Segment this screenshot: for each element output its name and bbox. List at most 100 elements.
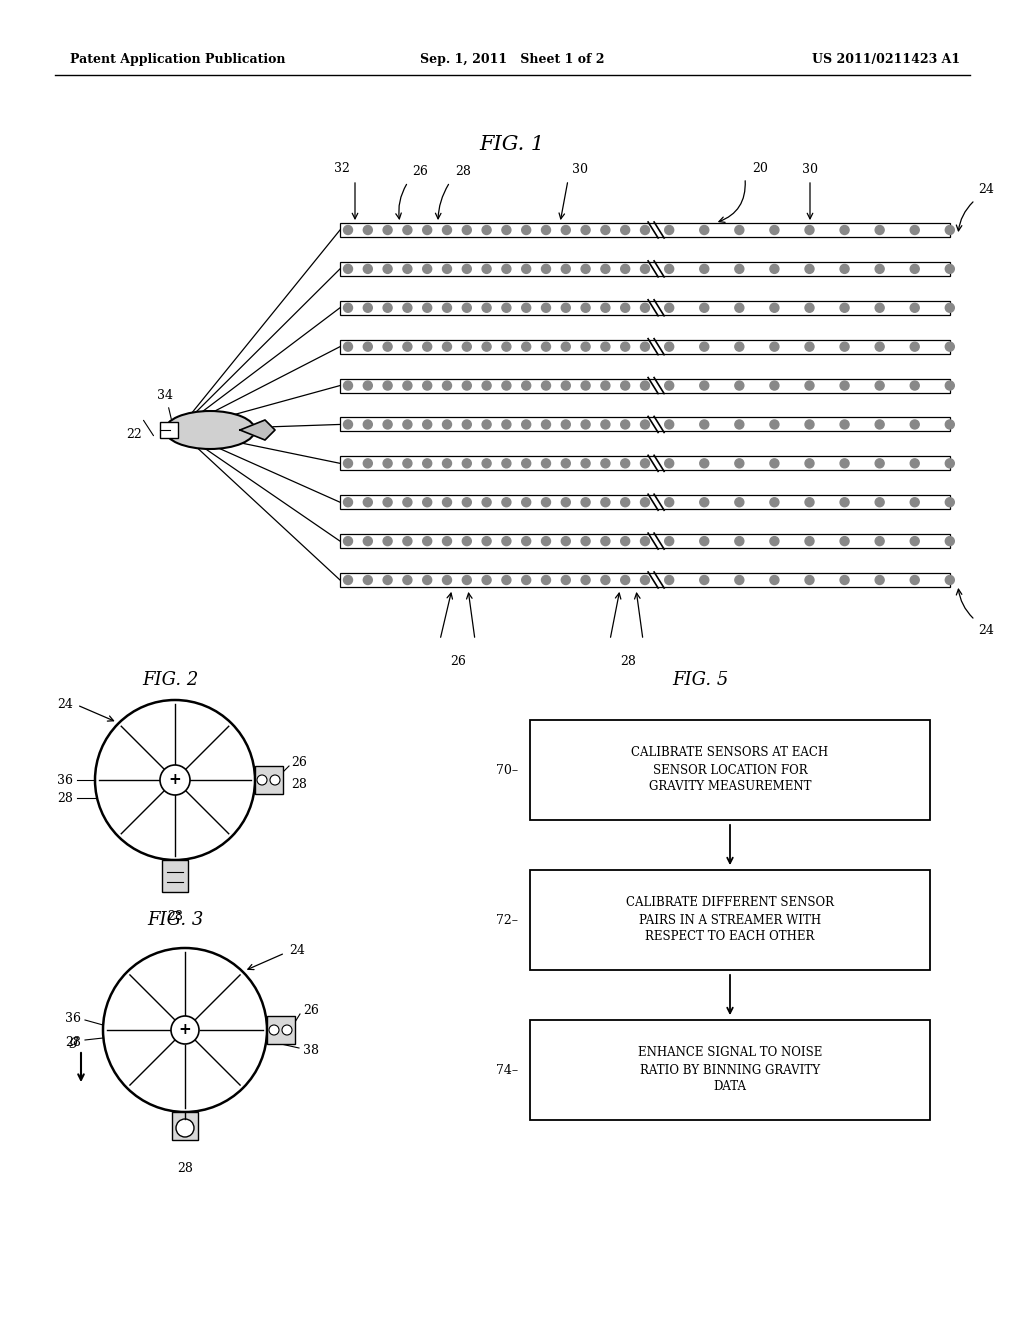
Circle shape [462,226,471,235]
Circle shape [343,537,352,545]
Circle shape [601,304,610,313]
Circle shape [402,381,412,389]
Circle shape [805,226,814,235]
Circle shape [840,576,849,585]
Circle shape [171,1016,199,1044]
Circle shape [770,264,779,273]
Circle shape [364,498,373,507]
Circle shape [442,459,452,467]
Circle shape [383,381,392,389]
Circle shape [364,576,373,585]
Circle shape [502,537,511,545]
Text: CALIBRATE SENSORS AT EACH
SENSOR LOCATION FOR
GRAVITY MEASUREMENT: CALIBRATE SENSORS AT EACH SENSOR LOCATIO… [632,747,828,793]
Circle shape [770,381,779,389]
Circle shape [735,264,743,273]
Circle shape [735,304,743,313]
Circle shape [542,576,551,585]
Polygon shape [240,420,275,440]
Circle shape [343,264,352,273]
Circle shape [840,459,849,467]
Circle shape [601,459,610,467]
Circle shape [601,420,610,429]
Circle shape [735,459,743,467]
Bar [530,870,930,970]
Circle shape [502,498,511,507]
Text: 72–: 72– [496,913,518,927]
Circle shape [561,304,570,313]
Circle shape [805,576,814,585]
Text: 32: 32 [334,162,350,176]
Circle shape [601,226,610,235]
Text: 26: 26 [412,165,428,178]
Circle shape [423,420,432,429]
Circle shape [383,304,392,313]
Circle shape [581,304,590,313]
Circle shape [735,498,743,507]
Text: 30: 30 [802,162,818,176]
Circle shape [640,537,649,545]
Circle shape [423,226,432,235]
Text: FIG. 2: FIG. 2 [141,671,199,689]
Circle shape [665,498,674,507]
Circle shape [876,498,884,507]
Bar [530,719,930,820]
Circle shape [805,342,814,351]
Circle shape [343,459,352,467]
Circle shape [840,226,849,235]
Circle shape [640,498,649,507]
Circle shape [699,304,709,313]
Text: 30: 30 [572,162,588,176]
Circle shape [542,537,551,545]
Circle shape [343,420,352,429]
Circle shape [383,576,392,585]
Circle shape [910,264,920,273]
Circle shape [482,342,492,351]
Circle shape [735,342,743,351]
Circle shape [462,498,471,507]
Text: Patent Application Publication: Patent Application Publication [70,54,286,66]
Bar [172,1111,198,1140]
Circle shape [945,459,954,467]
Circle shape [343,226,352,235]
Circle shape [521,459,530,467]
Text: 26: 26 [303,1003,318,1016]
Circle shape [601,576,610,585]
Circle shape [805,498,814,507]
Circle shape [770,420,779,429]
Circle shape [699,342,709,351]
Circle shape [383,537,392,545]
Circle shape [945,226,954,235]
Circle shape [945,381,954,389]
Circle shape [383,226,392,235]
Circle shape [910,459,920,467]
Circle shape [770,537,779,545]
Circle shape [910,420,920,429]
Circle shape [699,576,709,585]
Circle shape [402,537,412,545]
Circle shape [876,537,884,545]
Circle shape [521,342,530,351]
Circle shape [561,498,570,507]
Circle shape [640,576,649,585]
Circle shape [542,264,551,273]
Circle shape [561,576,570,585]
Circle shape [257,775,267,785]
Circle shape [561,420,570,429]
Circle shape [462,459,471,467]
Circle shape [402,264,412,273]
Text: FIG. 5: FIG. 5 [672,671,728,689]
Circle shape [364,226,373,235]
Circle shape [601,342,610,351]
Circle shape [699,498,709,507]
Circle shape [876,420,884,429]
Circle shape [423,537,432,545]
Text: 24: 24 [57,698,73,711]
Circle shape [621,342,630,351]
Circle shape [270,775,280,785]
Circle shape [581,342,590,351]
Circle shape [402,459,412,467]
Circle shape [561,264,570,273]
Circle shape [542,342,551,351]
Text: 28: 28 [167,909,183,923]
Circle shape [805,420,814,429]
